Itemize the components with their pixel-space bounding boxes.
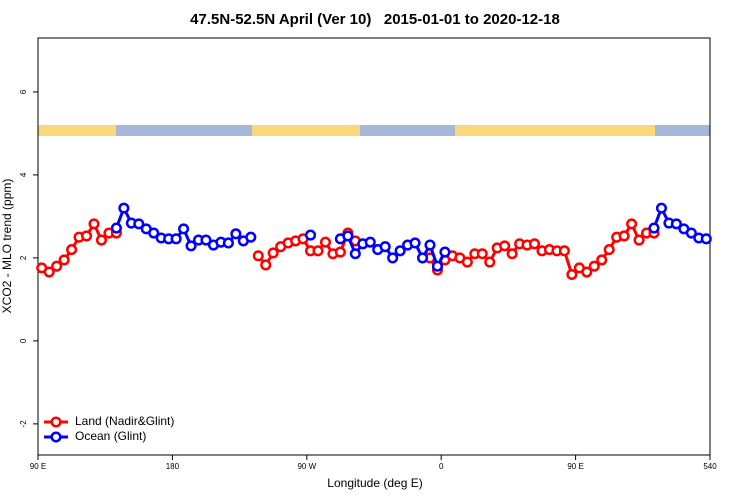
land-strip <box>455 125 655 136</box>
data-point <box>439 246 451 258</box>
data-point <box>618 230 630 242</box>
data-point <box>95 234 108 246</box>
x-tick-label: 0 <box>439 462 444 471</box>
x-tick-label: 90 E <box>567 462 583 471</box>
data-point <box>200 234 212 246</box>
ocean-strip <box>38 125 710 136</box>
data-point <box>133 218 145 230</box>
data-point <box>387 252 399 264</box>
plot-frame <box>37 37 711 456</box>
land-strip <box>38 125 116 136</box>
data-point <box>499 240 511 252</box>
data-point <box>245 231 257 243</box>
data-point <box>648 222 660 234</box>
legend-label: Land (Nadir&Glint) <box>75 414 174 428</box>
data-point <box>88 218 100 230</box>
data-point <box>66 244 78 256</box>
y-tick-label: 6 <box>19 89 28 94</box>
y-axis-label: XCO2 - MLO trend (ppm) <box>0 179 14 314</box>
data-point <box>230 228 242 240</box>
data-point <box>51 260 63 272</box>
data-point <box>185 240 197 252</box>
data-point <box>566 268 578 281</box>
x-tick-label: 90 E <box>30 462 46 471</box>
data-point <box>424 239 436 251</box>
y-tick-label: 4 <box>19 172 28 177</box>
data-point <box>431 260 444 272</box>
data-point <box>394 245 406 257</box>
data-point <box>222 237 234 249</box>
data-point <box>178 223 190 235</box>
data-point <box>379 241 391 253</box>
data-point <box>506 248 518 260</box>
x-tick-label: 180 <box>166 462 180 471</box>
data-point <box>110 222 122 234</box>
data-point <box>409 237 421 249</box>
x-tick-label: 90 W <box>297 462 316 471</box>
data-point <box>260 259 272 271</box>
data-point <box>304 229 317 241</box>
data-point <box>633 234 645 246</box>
data-point <box>118 202 130 214</box>
y-tick-label: 2 <box>19 255 28 260</box>
data-point <box>484 256 496 268</box>
data-point <box>252 250 264 262</box>
data-point <box>312 245 324 257</box>
data-point <box>148 227 160 239</box>
data-point <box>670 218 682 230</box>
x-axis-label: Longitude (deg E) <box>327 476 422 490</box>
data-point <box>603 244 615 256</box>
data-point <box>476 248 488 260</box>
data-point <box>461 256 473 268</box>
data-point <box>319 236 332 248</box>
data-point <box>334 246 346 258</box>
x-tick-label: 540 <box>703 462 717 471</box>
data-point <box>700 233 712 245</box>
data-point <box>588 260 600 272</box>
chart-title: 47.5N-52.5N April (Ver 10) 2015-01-01 to… <box>190 11 560 28</box>
legend-label: Ocean (Glint) <box>75 429 146 443</box>
data-point <box>80 230 93 242</box>
data-point <box>170 233 182 245</box>
data-point <box>655 202 668 214</box>
data-point <box>342 230 354 242</box>
data-point <box>581 266 593 278</box>
data-point <box>267 247 279 259</box>
data-point <box>349 248 361 260</box>
data-point <box>364 236 376 248</box>
land-strip <box>252 125 360 136</box>
y-tick-label: -2 <box>19 420 28 428</box>
data-point <box>596 254 608 266</box>
data-point <box>685 227 697 239</box>
data-point <box>58 254 70 266</box>
data-point <box>558 245 570 257</box>
data-point <box>528 238 541 250</box>
legend-marker <box>50 416 62 428</box>
data-point <box>626 218 638 230</box>
y-tick-label: 0 <box>19 338 28 343</box>
data-point <box>43 266 55 278</box>
legend-marker <box>50 431 62 443</box>
data-point <box>416 252 429 264</box>
surface-strip <box>38 125 710 136</box>
